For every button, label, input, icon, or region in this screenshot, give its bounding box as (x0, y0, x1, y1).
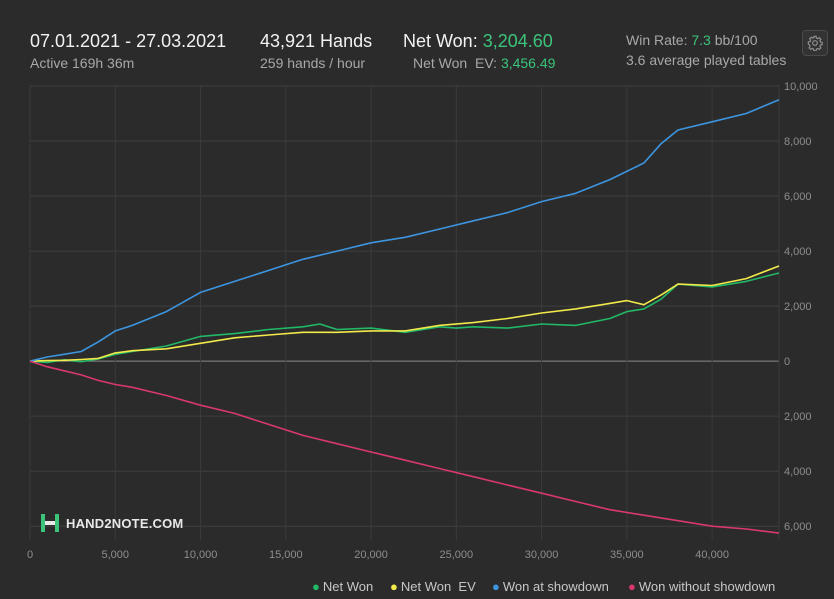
legend-label: Net Won EV (400, 579, 476, 594)
net-won-ev-label: Net Won EV: (413, 55, 498, 71)
y-tick-label: 10,000 (784, 81, 818, 93)
y-tick-label: 0 (784, 356, 790, 368)
hands-count: 43,921 Hands (260, 31, 373, 51)
active-time: Active 169h 36m (30, 55, 135, 71)
legend-dot: ● (492, 579, 500, 594)
gear-icon (807, 35, 823, 51)
y-tick-label: 6,000 (784, 191, 812, 203)
win-rate-value: 7.3 (691, 32, 711, 48)
x-tick-label: 40,000 (695, 549, 729, 561)
series-line-won-without-showdown (29, 360, 780, 534)
y-tick-label: 8,000 (784, 136, 812, 148)
legend-label: Won at showdown (502, 579, 609, 594)
net-won-ev: Net Won EV: 3,456.49 (413, 55, 555, 71)
hands-per-hour: 259 hands / hour (260, 55, 366, 71)
grid-layer (29, 85, 780, 540)
y-tick-label: 6,000 (784, 521, 812, 533)
net-won-value: 3,204.60 (482, 31, 553, 51)
win-rate-label: Win Rate: (626, 32, 688, 48)
y-tick-label: 4,000 (784, 246, 812, 258)
x-tick-label: 15,000 (269, 549, 303, 561)
series-line-net-won-ev (29, 265, 780, 362)
win-rate-unit: bb/100 (714, 32, 758, 48)
date-range: 07.01.2021 - 27.03.2021 (30, 31, 227, 51)
hand2note-logo: HAND2NOTE.COM (40, 513, 183, 533)
logo-text: HAND2NOTE.COM (66, 515, 184, 531)
x-tick-label: 30,000 (525, 549, 559, 561)
legend-net-won-ev[interactable]: ● Net Won EV (390, 579, 476, 594)
series-line-net-won (29, 272, 780, 364)
series-line-won-at-showdown (29, 99, 780, 362)
x-tick-label: 5,000 (102, 549, 130, 561)
legend-dot: ● (390, 579, 398, 594)
legend-net-won[interactable]: ● Net Won (312, 579, 373, 594)
average-tables: 3.6 average played tables (626, 52, 787, 68)
settings-button[interactable] (802, 30, 828, 56)
x-tick-label: 20,000 (354, 549, 388, 561)
y-tick-label: 4,000 (784, 466, 812, 478)
y-tick-label: 2,000 (784, 411, 812, 423)
x-tick-label: 10,000 (184, 549, 218, 561)
y-tick-label: 2,000 (784, 301, 812, 313)
legend-label: Won without showdown (638, 579, 776, 594)
x-tick-label: 0 (27, 549, 33, 561)
net-won-ev-value: 3,456.49 (500, 55, 556, 71)
legend-dot: ● (312, 579, 320, 594)
net-won-label: Net Won: (403, 31, 478, 51)
legend-won-without-showdown[interactable]: ● Won without showdown (628, 579, 775, 594)
hand2note-logo-icon (41, 514, 59, 532)
win-rate: Win Rate: 7.3 bb/100 (626, 32, 758, 48)
label-layer: 10,000 8,000 6,000 4,000 2,000 0 2,000 4,000 6,0… (27, 81, 818, 561)
net-won: Net Won: 3,204.60 (403, 31, 553, 52)
legend-dot: ● (628, 579, 636, 594)
legend-won-at-showdown[interactable]: ● Won at showdown (492, 579, 609, 594)
legend-label: Net Won (322, 579, 374, 594)
x-tick-label: 35,000 (610, 549, 644, 561)
series-layer (29, 99, 780, 534)
x-tick-label: 25,000 (440, 549, 474, 561)
